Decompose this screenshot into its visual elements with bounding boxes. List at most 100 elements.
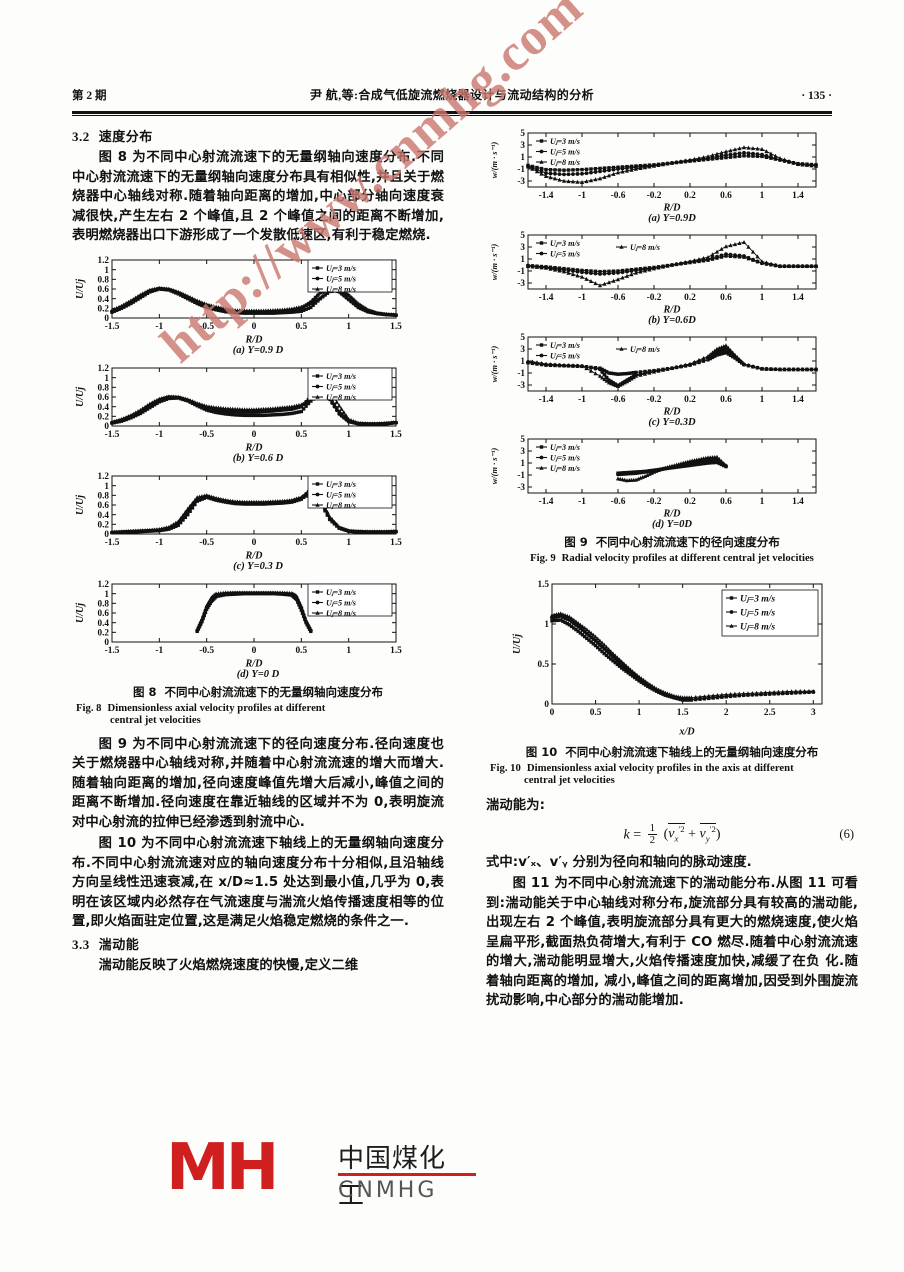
svg-text:0: 0 [252, 538, 257, 548]
svg-text:0.6: 0.6 [98, 608, 110, 618]
svg-text:-3: -3 [517, 482, 525, 492]
svg-text:0.2: 0.2 [98, 303, 110, 313]
svg-text:1.2: 1.2 [98, 579, 110, 589]
svg-text:1: 1 [760, 497, 765, 507]
subcaption-fig9a: (a) Y=0.9D [648, 213, 696, 224]
svg-text:1: 1 [544, 619, 549, 629]
svg-text:w/(m · s⁻¹): w/(m · s⁻¹) [490, 448, 499, 485]
svg-text:U/Uj: U/Uj [75, 386, 86, 406]
figure-9-label-cn: 图 9 [564, 535, 588, 549]
svg-text:-0.6: -0.6 [611, 497, 626, 507]
chart-fig8b: -1.5 -1 -0.5 0 0.5 1 1.5 0 0.2 0.4 0.6 0.8 1 1.2 R/D U/… [72, 360, 444, 452]
svg-text:R/D: R/D [663, 407, 682, 417]
svg-text:0.2: 0.2 [98, 411, 110, 421]
svg-text:0: 0 [104, 529, 109, 539]
svg-text:0: 0 [550, 708, 555, 718]
svg-text:3: 3 [811, 708, 816, 718]
svg-text:1: 1 [760, 395, 765, 405]
svg-text:1.5: 1.5 [390, 322, 402, 332]
svg-text:-0.5: -0.5 [199, 430, 214, 440]
svg-text:0.6: 0.6 [720, 191, 732, 201]
svg-text:R/D: R/D [663, 203, 682, 213]
logo-text-cn: 中国煤化工 [338, 1144, 447, 1211]
svg-text:R/D: R/D [663, 509, 682, 519]
svg-text:Uⱼ=5 m/s: Uⱼ=5 m/s [550, 454, 580, 463]
svg-text:1.5: 1.5 [677, 708, 689, 718]
figure-10-label-en: Fig. 10 [490, 762, 521, 774]
svg-text:Uⱼ=5 m/s: Uⱼ=5 m/s [326, 490, 356, 499]
svg-text:0: 0 [252, 646, 257, 656]
svg-text:Uⱼ=3 m/s: Uⱼ=3 m/s [326, 264, 356, 273]
fraction-numerator: 1 [647, 821, 658, 836]
svg-text:Uⱼ=5 m/s: Uⱼ=5 m/s [740, 608, 775, 619]
subcaption-fig8d: (d) Y=0 D [236, 668, 280, 680]
svg-text:0.5: 0.5 [295, 322, 307, 332]
svg-text:0.5: 0.5 [295, 538, 307, 548]
svg-text:Uⱼ=8 m/s: Uⱼ=8 m/s [630, 243, 660, 252]
equation-rhs: (vx′2 + vy′2) [663, 823, 721, 844]
svg-text:U/Uj: U/Uj [75, 602, 86, 622]
svg-text:-1.5: -1.5 [105, 322, 120, 332]
svg-text:0.4: 0.4 [98, 510, 110, 520]
svg-text:0: 0 [252, 430, 257, 440]
issue-label: 第 2 期 [72, 90, 107, 102]
equation-equals: = [633, 826, 642, 842]
svg-text:1: 1 [104, 373, 109, 383]
svg-text:-1.4: -1.4 [539, 497, 554, 507]
svg-text:0.5: 0.5 [295, 646, 307, 656]
svg-text:2: 2 [724, 708, 729, 718]
svg-text:1: 1 [760, 191, 765, 201]
svg-text:1.2: 1.2 [98, 471, 110, 481]
svg-text:0.2: 0.2 [684, 191, 696, 201]
svg-text:U/Uj: U/Uj [75, 278, 86, 298]
svg-text:Uⱼ=8 m/s: Uⱼ=8 m/s [550, 464, 580, 473]
svg-text:Uⱼ=8 m/s: Uⱼ=8 m/s [630, 345, 660, 354]
svg-text:-1: -1 [155, 646, 163, 656]
section-number: 3.2 [72, 129, 90, 144]
section-heading-3-3: 3.3 湍动能 [72, 934, 444, 953]
svg-text:-0.2: -0.2 [647, 395, 662, 405]
svg-text:Uⱼ=8 m/s: Uⱼ=8 m/s [326, 393, 356, 402]
section-title: 速度分布 [98, 129, 153, 144]
svg-text:0.2: 0.2 [98, 519, 110, 529]
svg-text:-1: -1 [517, 266, 525, 276]
svg-text:1: 1 [104, 481, 109, 491]
svg-text:Uⱼ=8 m/s: Uⱼ=8 m/s [326, 285, 356, 294]
logo-mark-mh: MH [166, 1131, 279, 1205]
svg-text:-1: -1 [517, 368, 525, 378]
svg-text:-1: -1 [155, 322, 163, 332]
svg-text:Uⱼ=3 m/s: Uⱼ=3 m/s [550, 239, 580, 248]
chart-fig9c: -1.4 -1 -0.6 -0.2 0.2 0.6 1 1.4 -3 -1 1 3 5 R/D w/(m ·… [486, 330, 858, 416]
svg-text:0: 0 [544, 699, 549, 709]
svg-text:-1.5: -1.5 [105, 430, 120, 440]
subcaption-fig8b: (b) Y=0.6 D [232, 452, 284, 464]
svg-text:1: 1 [346, 646, 351, 656]
svg-text:-1: -1 [155, 538, 163, 548]
svg-text:U/Uj: U/Uj [512, 634, 523, 654]
paragraph-1: 图 8 为不同中心射流流速下的无量纲轴向速度分布.不同中心射流流速下的无量纲轴向… [72, 150, 444, 244]
running-head: 第 2 期 尹 航,等:合成气低旋流燃烧器设计与流动结构的分析 · 135 · [72, 86, 832, 120]
svg-text:0.5: 0.5 [590, 708, 602, 718]
figure-8-caption-cn: 图 8 不同中心射流流速下的无量纲轴向速度分布 [72, 684, 444, 700]
svg-text:-1: -1 [578, 293, 586, 303]
figure-10: 0 0.5 1 1.5 2 2.5 3 0 0.5 1 1.5 x/D U/Uj Uⱼ=3 m/s Uⱼ=5… [486, 574, 858, 786]
section-number-33: 3.3 [72, 936, 90, 952]
svg-text:0.6: 0.6 [720, 497, 732, 507]
svg-text:0.4: 0.4 [98, 402, 110, 412]
svg-text:1: 1 [520, 152, 525, 162]
svg-text:1.5: 1.5 [390, 430, 402, 440]
svg-text:-1: -1 [578, 497, 586, 507]
svg-text:0.6: 0.6 [98, 392, 110, 402]
svg-text:-0.2: -0.2 [647, 293, 662, 303]
svg-text:0.2: 0.2 [684, 497, 696, 507]
svg-text:0: 0 [104, 313, 109, 323]
paragraph-4: 湍动能反映了火焰燃烧速度的快慢,定义二维 [98, 957, 359, 973]
svg-text:-1.4: -1.4 [539, 191, 554, 201]
svg-text:Uⱼ=3 m/s: Uⱼ=3 m/s [326, 588, 356, 597]
svg-text:-1.4: -1.4 [539, 395, 554, 405]
svg-text:-0.6: -0.6 [611, 293, 626, 303]
svg-text:-3: -3 [517, 176, 525, 186]
logo-underline [338, 1173, 476, 1176]
figure-9-text-en-1: Radial velocity profiles at different ce… [561, 552, 814, 564]
equation-number: (6) [839, 827, 854, 842]
